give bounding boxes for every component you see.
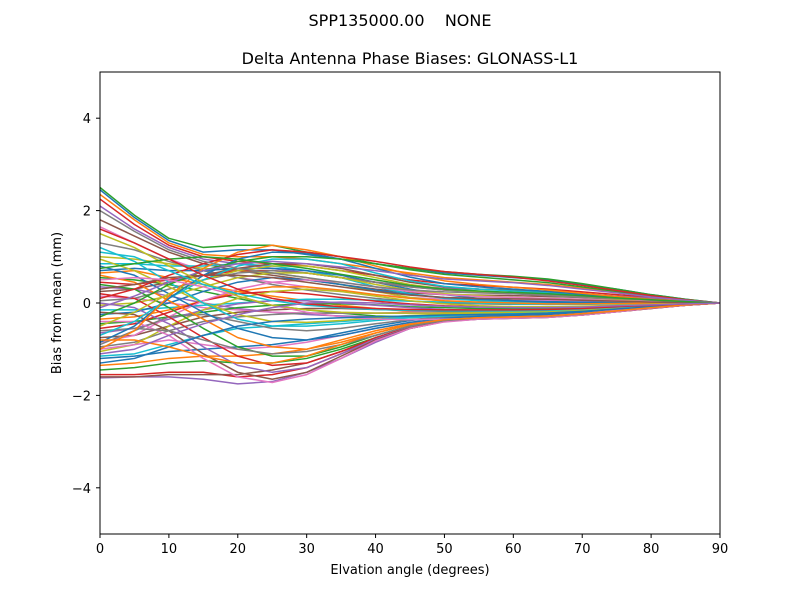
series-line-64 bbox=[99, 228, 721, 311]
series-line-54 bbox=[99, 249, 721, 304]
x-axis-label: Elvation angle (degrees) bbox=[330, 563, 489, 578]
series-line-61 bbox=[99, 302, 721, 364]
x-tick-label: 30 bbox=[298, 542, 315, 557]
series-line-62 bbox=[100, 302, 721, 364]
y-tick-label: 4 bbox=[83, 112, 91, 127]
x-tick-label: 10 bbox=[161, 542, 178, 557]
y-tick-label: 2 bbox=[83, 205, 91, 220]
series-layer bbox=[99, 186, 721, 385]
x-tick-label: 90 bbox=[712, 542, 729, 557]
series-line-52 bbox=[99, 244, 721, 350]
x-tick-label: 50 bbox=[436, 542, 453, 557]
y-axis-ticks: −4 −2 0 2 4 bbox=[72, 112, 100, 497]
series-line-3 bbox=[99, 186, 721, 304]
x-tick-label: 0 bbox=[96, 542, 104, 557]
y-axis-label: Bias from mean (mm) bbox=[50, 232, 65, 374]
series-line-47 bbox=[100, 302, 721, 384]
series-line-63 bbox=[99, 256, 721, 304]
y-tick-label: 0 bbox=[83, 297, 91, 312]
series-line-55 bbox=[99, 260, 721, 309]
x-tick-label: 40 bbox=[367, 542, 384, 557]
figure-suptitle: SPP135000.00 NONE bbox=[309, 11, 492, 30]
x-axis-ticks: 0 10 20 30 40 50 60 70 80 90 bbox=[96, 534, 728, 557]
x-tick-label: 70 bbox=[574, 542, 591, 557]
y-tick-label: −4 bbox=[72, 482, 91, 497]
series-line-59 bbox=[99, 233, 721, 314]
x-tick-label: 60 bbox=[505, 542, 522, 557]
chart-title: Delta Antenna Phase Biases: GLONASS-L1 bbox=[242, 49, 579, 68]
y-tick-label: −2 bbox=[72, 389, 91, 404]
x-tick-label: 20 bbox=[230, 542, 247, 557]
x-tick-label: 80 bbox=[643, 542, 660, 557]
series-line-65 bbox=[99, 301, 721, 355]
